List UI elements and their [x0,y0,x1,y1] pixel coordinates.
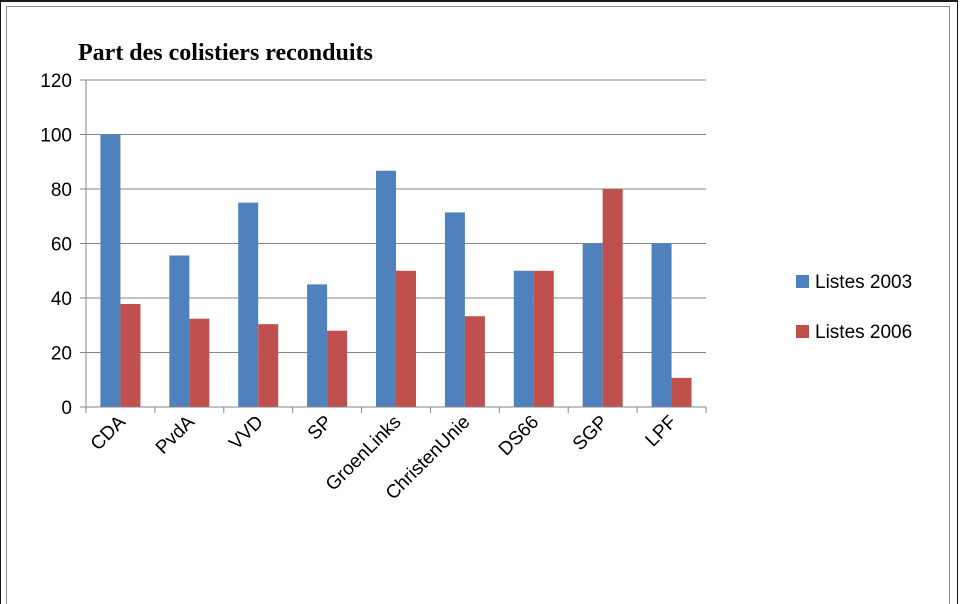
bar [100,134,121,407]
chart-title: Part des colistiers reconduits [78,40,373,66]
x-tick-label: SGP [569,412,612,455]
y-tick-label: 40 [51,289,72,310]
bar [396,270,416,407]
bar [602,189,623,407]
y-tick-label: 20 [51,344,72,365]
bar [327,330,348,407]
bar [651,243,672,407]
y-tick-label: 100 [40,126,72,147]
legend: Listes 2003 Listes 2006 [796,272,912,343]
bar [120,303,141,407]
x-tick-label: DS66 [495,412,543,460]
bars [100,134,692,407]
bar [671,377,692,407]
bar [533,270,554,407]
legend-swatch [796,275,809,288]
legend-label: Listes 2006 [815,322,912,343]
bar [238,202,259,407]
y-tick-label: 80 [51,180,72,201]
bar [169,255,190,407]
chart-frame [6,6,950,604]
bar [582,243,603,407]
x-tick-label: VVD [225,412,267,454]
bar [258,324,279,407]
bar [307,284,328,407]
y-axis-ticks: 0 20 40 60 80 100 120 [40,71,86,419]
legend-label: Listes 2003 [815,272,912,293]
x-tick-label: SP [304,412,337,445]
x-tick-label: LPF [642,412,681,451]
y-tick-label: 120 [40,71,72,92]
bar [376,170,396,407]
bar [189,318,210,407]
bar [464,316,485,407]
x-tick-label: PvdA [152,411,199,458]
x-tick-label: CDA [87,411,130,454]
y-tick-label: 0 [61,398,72,419]
legend-swatch [796,325,809,338]
bar [444,212,465,407]
y-tick-label: 60 [51,235,72,256]
bar [513,270,534,407]
